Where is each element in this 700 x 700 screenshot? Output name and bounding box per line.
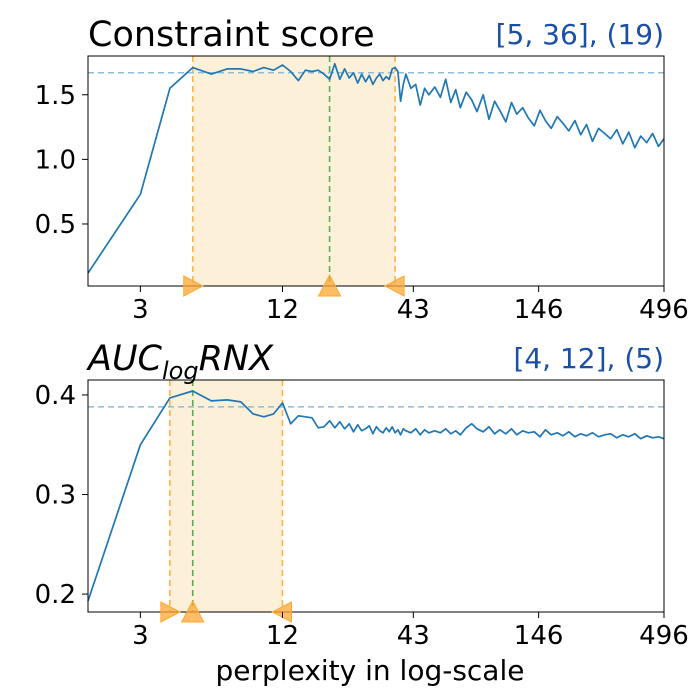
x-tick-label: 12 bbox=[266, 295, 299, 325]
x-tick-label: 496 bbox=[639, 621, 689, 651]
x-tick-label: 496 bbox=[639, 295, 689, 325]
panel-2: 3 12 43 146 496 0.2 0.3 0.4 AUClogRNX [4, 12], (5… bbox=[35, 339, 689, 687]
series-line bbox=[87, 62, 665, 274]
y-tick-label: 1.5 bbox=[35, 81, 76, 111]
plot-frame bbox=[87, 55, 665, 287]
range-annotation: [4, 12], (5) bbox=[513, 342, 664, 375]
plot-frame bbox=[87, 379, 665, 613]
x-tick-label: 146 bbox=[514, 295, 564, 325]
range-annotation: [5, 36], (19) bbox=[496, 18, 664, 51]
x-tick-label: 3 bbox=[132, 295, 149, 325]
x-tick-label: 43 bbox=[397, 621, 430, 651]
range-end-marker bbox=[384, 275, 405, 297]
range-start-marker bbox=[183, 275, 204, 297]
optimal-range-span bbox=[192, 56, 396, 286]
y-tick-label: 0.5 bbox=[35, 210, 76, 240]
chart-title: AUClogRNX bbox=[86, 339, 274, 385]
optimal-range-span bbox=[169, 380, 283, 612]
x-axis-label: perplexity in log-scale bbox=[216, 654, 525, 687]
y-tick-label: 0.2 bbox=[35, 580, 76, 610]
best-value-marker bbox=[180, 599, 205, 623]
y-tick-label: 0.3 bbox=[35, 481, 76, 511]
x-tick-label: 146 bbox=[514, 621, 564, 651]
x-tick-label: 3 bbox=[132, 621, 149, 651]
x-tick-label: 12 bbox=[266, 621, 299, 651]
y-tick-label: 1.0 bbox=[35, 145, 76, 175]
best-value-marker bbox=[317, 273, 342, 297]
panel-1: 3 12 43 146 496 0.5 1.0 1.5 Constraint score [5, … bbox=[35, 15, 689, 325]
range-start-marker bbox=[160, 601, 181, 623]
chart-title: Constraint score bbox=[88, 15, 375, 55]
y-tick-label: 0.4 bbox=[35, 381, 76, 411]
x-tick-label: 43 bbox=[397, 295, 430, 325]
series-line bbox=[87, 390, 665, 602]
